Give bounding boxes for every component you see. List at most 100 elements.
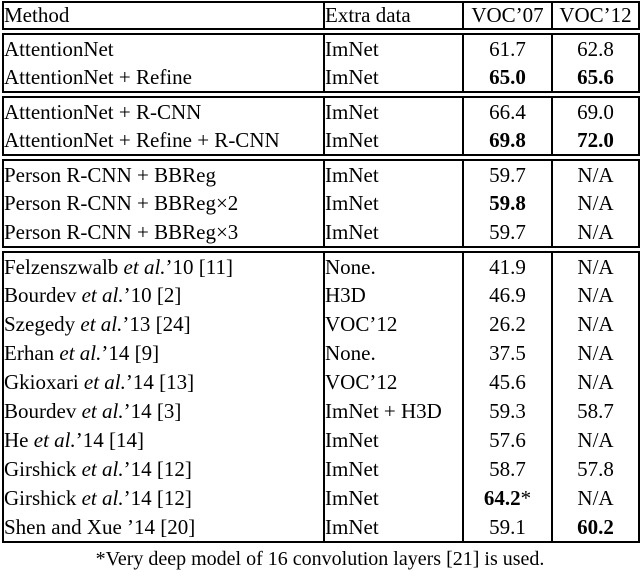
table-row: AttentionNet + Refine ImNet 65.0 65.6	[3, 63, 639, 92]
column-header-method: Method	[4, 3, 70, 27]
voc07-value: 59.7	[489, 219, 526, 244]
voc12-value: 60.2	[577, 514, 614, 539]
voc12-cell: N/A	[551, 189, 639, 218]
etal-text: et al.	[81, 486, 124, 510]
extra-data-cell: ImNet	[323, 126, 463, 155]
voc12-value: N/A	[577, 162, 614, 187]
method-cell: Szegedy et al.’13 [24]	[3, 310, 324, 339]
extra-data-cell: ImNet	[323, 189, 463, 218]
voc07-value: 61.7	[489, 36, 526, 61]
voc07-value: 58.7	[489, 457, 526, 481]
voc07-value: 45.6	[489, 370, 526, 394]
method-cell: Gkioxari et al.’14 [13]	[3, 368, 324, 397]
method-cell: He et al.’14 [14]	[3, 426, 324, 455]
voc12-value: N/A	[577, 254, 614, 279]
etal-text: et al.	[80, 312, 123, 336]
extra-data-cell: ImNet	[323, 218, 463, 247]
extra-data-cell: None.	[323, 339, 463, 368]
voc07-cell: 59.8	[462, 189, 552, 218]
etal-text: et al.	[123, 254, 166, 279]
method-text: Person R-CNN + BBReg×2	[4, 191, 239, 215]
extra-data-cell: ImNet	[323, 97, 463, 126]
voc07-value: 66.4	[489, 99, 526, 124]
column-header-voc07: VOC’07	[462, 2, 552, 29]
voc12-cell: N/A	[551, 368, 639, 397]
voc12-cell: 62.8	[551, 34, 639, 63]
extra-data-cell: None.	[323, 252, 463, 281]
method-cell: Person R-CNN + BBReg×2	[3, 189, 324, 218]
voc12-cell: N/A	[551, 339, 639, 368]
extra-data-cell: ImNet	[323, 63, 463, 92]
footnote: *Very deep model of 16 convolution layer…	[95, 548, 545, 570]
extra-data-cell: ImNet	[323, 34, 463, 63]
voc07-cell: 41.9	[462, 252, 552, 281]
table-row: Shen and Xue ’14 [20] ImNet 59.1 60.2	[3, 513, 639, 542]
method-text: Person R-CNN + BBReg	[4, 162, 216, 187]
extra-data-cell: VOC’12	[323, 368, 463, 397]
method-cell: AttentionNet + R-CNN	[3, 97, 324, 126]
voc07-value: 59.7	[489, 162, 526, 187]
etal-text: et al.	[81, 457, 124, 481]
method-cell: Girshick et al.’14 [12]	[3, 455, 324, 484]
voc07-cell: 59.1	[462, 513, 552, 542]
table-row: Person R-CNN + BBReg ImNet 59.7 N/A	[3, 160, 639, 189]
method-text: Erhan	[4, 341, 60, 365]
method-text: AttentionNet	[4, 36, 114, 61]
voc12-value: N/A	[577, 191, 614, 215]
column-header-voc12: VOC’12	[551, 2, 639, 29]
method-suffix-text: ’14 [14]	[75, 428, 144, 452]
method-suffix-text: ’10 [11]	[165, 254, 233, 279]
voc12-cell: N/A	[551, 218, 639, 247]
method-text: Girshick	[4, 457, 82, 481]
voc12-cell: N/A	[551, 426, 639, 455]
etal-text: et al.	[33, 428, 76, 452]
method-cell: Felzenszwalb et al.’10 [11]	[3, 252, 324, 281]
method-text: Felzenszwalb	[4, 254, 124, 279]
header-row: Method Extra data VOC’07 VOC’12	[3, 2, 639, 29]
method-text: AttentionNet + R-CNN	[4, 99, 202, 124]
method-cell: AttentionNet	[3, 34, 324, 63]
method-cell: Shen and Xue ’14 [20]	[3, 513, 324, 542]
table-row: Gkioxari et al.’14 [13] VOC’12 45.6 N/A	[3, 368, 639, 397]
table-row: AttentionNet ImNet 61.7 62.8	[3, 34, 639, 63]
extra-data-cell: ImNet	[323, 455, 463, 484]
etal-text: et al.	[81, 399, 124, 423]
table-row: Bourdev et al.’14 [3] ImNet + H3D 59.3 5…	[3, 397, 639, 426]
method-text: Szegedy	[4, 312, 81, 336]
voc07-cell: 57.6	[462, 426, 552, 455]
method-suffix-text: ’10 [2]	[123, 283, 182, 307]
voc07-value: 59.1	[489, 514, 526, 539]
voc12-value: N/A	[577, 370, 614, 394]
table-row: Felzenszwalb et al.’10 [11] None. 41.9 N…	[3, 252, 639, 281]
voc12-value: 62.8	[577, 36, 614, 61]
voc07-cell: 46.9	[462, 281, 552, 310]
method-text: Gkioxari	[4, 370, 84, 394]
voc07-cell: 59.3	[462, 397, 552, 426]
voc12-cell: 57.8	[551, 455, 639, 484]
voc12-cell: 72.0	[551, 126, 639, 155]
extra-data-cell: ImNet	[323, 513, 463, 542]
table-group-person-rcnn: Person R-CNN + BBReg ImNet 59.7 N/A Pers…	[2, 159, 640, 248]
method-cell: Bourdev et al.’14 [3]	[3, 397, 324, 426]
voc12-cell: N/A	[551, 310, 639, 339]
method-text: Girshick	[4, 486, 82, 510]
method-suffix-text: ’14 [12]	[123, 486, 192, 510]
voc07-cell: 65.0	[462, 63, 552, 92]
voc12-value: N/A	[577, 428, 614, 452]
table-row: AttentionNet + Refine + R-CNN ImNet 69.8…	[3, 126, 639, 155]
voc07-cell: 59.7	[462, 218, 552, 247]
voc07-cell: 45.6	[462, 368, 552, 397]
table-group-attentionnet-rcnn: AttentionNet + R-CNN ImNet 66.4 69.0 Att…	[2, 96, 640, 156]
voc12-value: N/A	[577, 219, 614, 244]
method-cell: Person R-CNN + BBReg	[3, 160, 324, 189]
voc12-value: 57.8	[577, 457, 614, 481]
etal-text: et al.	[81, 283, 124, 307]
column-header-extra-data: Extra data	[323, 2, 463, 29]
voc07-cell: 37.5	[462, 339, 552, 368]
method-cell: Bourdev et al.’10 [2]	[3, 281, 324, 310]
table-group-attentionnet: AttentionNet ImNet 61.7 62.8 AttentionNe…	[2, 33, 640, 93]
voc12-value: 58.7	[577, 399, 614, 423]
table-group-prior-work: Felzenszwalb et al.’10 [11] None. 41.9 N…	[2, 251, 640, 543]
method-suffix-text: ’14 [9]	[101, 341, 160, 365]
etal-text: et al.	[59, 341, 102, 365]
